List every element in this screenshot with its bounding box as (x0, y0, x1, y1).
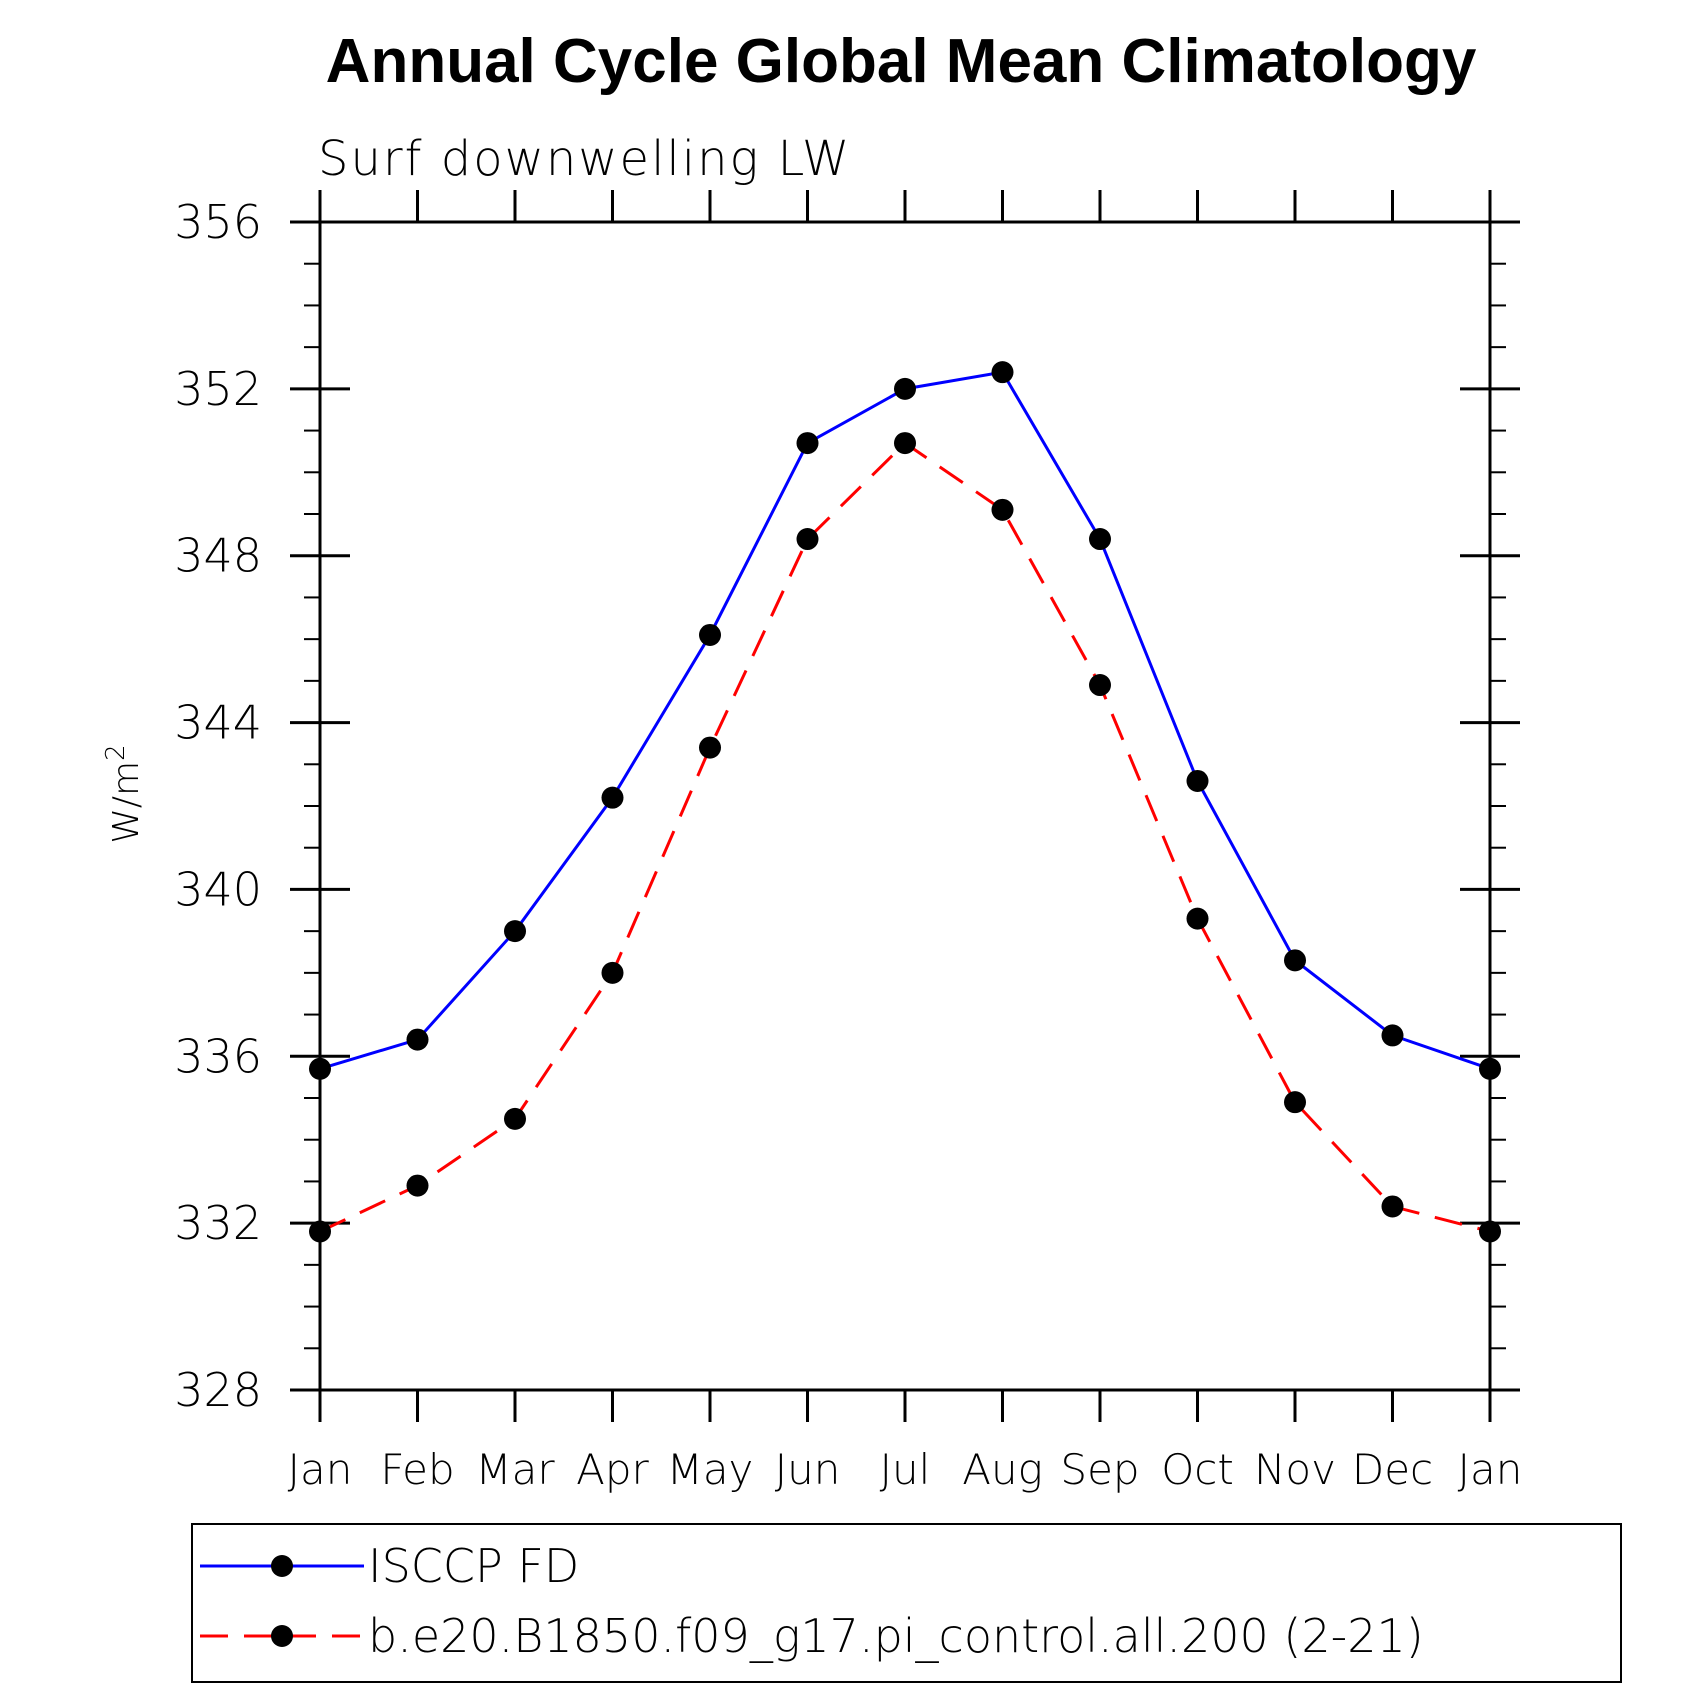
y-tick-label: 336 (174, 1029, 262, 1083)
y-tick-label: 328 (174, 1363, 262, 1417)
data-point (406, 1028, 429, 1051)
data-point (309, 1220, 331, 1243)
data-point (796, 528, 819, 551)
x-tick-label: Jun (775, 1445, 841, 1494)
svg-text:W/m2: W/m2 (101, 744, 147, 843)
x-tick-label: Sep (1060, 1445, 1139, 1494)
chart-subtitle: Surf downwelling LW (318, 131, 851, 187)
data-point (1186, 769, 1209, 792)
y-tick-label: 332 (174, 1196, 262, 1250)
data-point (1284, 949, 1306, 972)
data-point (601, 961, 624, 984)
plot-axes: Jan Feb Mar Apr May Jun Jul Aug Sep Oct Nov Dec Jan 3… (174, 190, 1522, 1494)
series-line (319, 441, 1491, 1233)
data-point (1381, 1024, 1404, 1047)
x-tick-label: Jan (1458, 1445, 1523, 1494)
legend-label: b.e20.B1850.f09_g17.pi_control.all.200 (… (368, 1609, 1424, 1663)
data-point (991, 361, 1014, 384)
x-tick-label: Oct (1161, 1445, 1234, 1494)
data-point (1089, 528, 1111, 551)
data-point (1186, 907, 1209, 930)
series-1 (309, 361, 1501, 1080)
x-tick-label: Aug (962, 1445, 1043, 1494)
y-tick-label: 340 (174, 862, 262, 916)
data-point (1381, 1195, 1404, 1218)
x-tick-label: Feb (380, 1445, 454, 1494)
series-line (319, 370, 1491, 1071)
y-tick-label: 344 (174, 696, 262, 750)
data-point (1284, 1091, 1306, 1114)
x-tick-label: Dec (1352, 1445, 1433, 1494)
data-point (796, 432, 819, 455)
y-tick-label: 352 (174, 362, 262, 416)
y-tick-label: 356 (174, 195, 262, 249)
legend-label: ISCCP FD (368, 1539, 579, 1593)
data-point (991, 498, 1014, 521)
data-point (699, 736, 721, 759)
data-point (504, 1107, 526, 1130)
x-tick-label: Apr (576, 1445, 649, 1494)
x-tick-label: Jan (288, 1445, 353, 1494)
data-point (309, 1057, 331, 1080)
data-point (406, 1174, 429, 1197)
data-point (1089, 674, 1111, 697)
legend: ISCCP FD b.e20.B1850.f09_g17.pi_control.a… (191, 1523, 1622, 1683)
data-point (1479, 1057, 1501, 1080)
legend-marker (271, 1555, 293, 1577)
x-tick-label: Mar (475, 1445, 555, 1494)
y-tick-label: 348 (174, 529, 262, 583)
data-point (894, 432, 916, 455)
legend-box (191, 1523, 1622, 1683)
x-tick-label: Nov (1254, 1445, 1336, 1494)
series-2 (309, 432, 1501, 1243)
y-axis-label-sup: 2 (101, 744, 131, 761)
data-point (894, 377, 916, 400)
series-layer (309, 361, 1501, 1243)
y-axis-label: W/m2 (101, 744, 147, 843)
data-point (1479, 1220, 1501, 1243)
chart-title: Annual Cycle Global Mean Climatology (326, 27, 1477, 96)
legend-marker (271, 1625, 293, 1647)
y-axis-label-text: W/m (106, 761, 147, 844)
x-tick-label: Jul (880, 1445, 931, 1494)
data-point (601, 786, 624, 809)
data-point (699, 623, 721, 646)
x-tick-label: May (667, 1445, 754, 1494)
data-point (504, 920, 526, 943)
